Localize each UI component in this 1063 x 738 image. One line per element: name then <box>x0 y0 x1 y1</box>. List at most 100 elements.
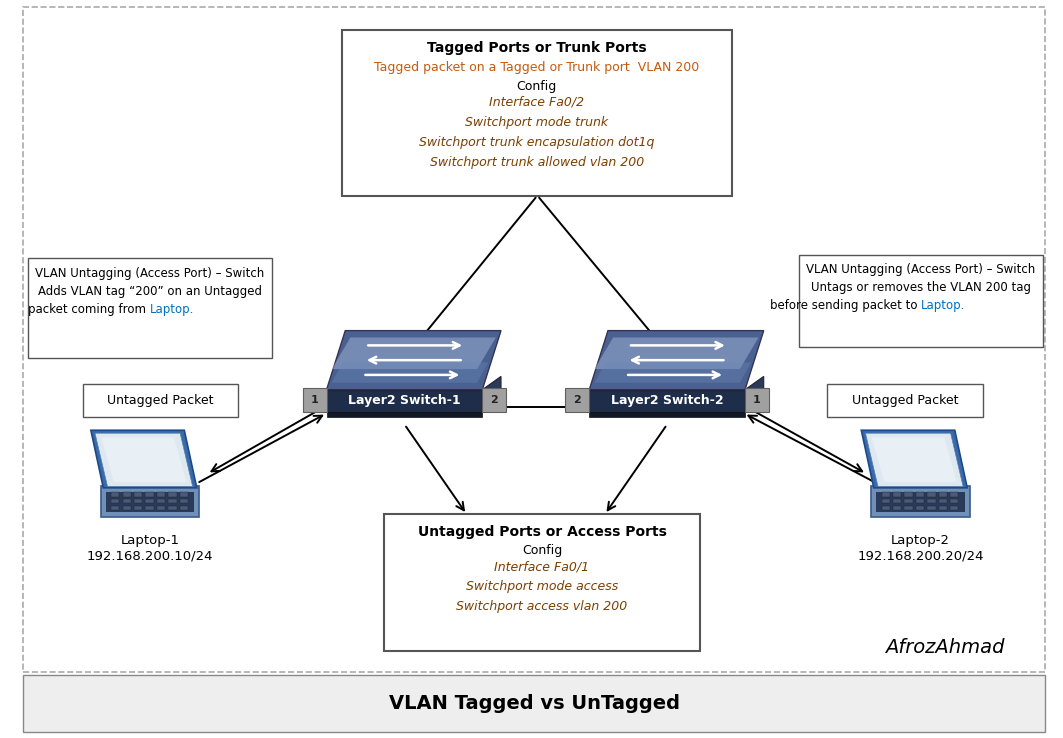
Polygon shape <box>872 438 957 482</box>
Text: Config: Config <box>517 80 557 93</box>
Text: 2: 2 <box>573 395 581 405</box>
Text: Adds VLAN tag “200” on an Untagged: Adds VLAN tag “200” on an Untagged <box>37 285 261 298</box>
FancyBboxPatch shape <box>157 506 165 510</box>
Text: 1: 1 <box>753 395 761 405</box>
FancyBboxPatch shape <box>950 492 959 497</box>
FancyBboxPatch shape <box>146 492 154 497</box>
FancyBboxPatch shape <box>905 492 913 497</box>
FancyBboxPatch shape <box>881 499 890 503</box>
FancyBboxPatch shape <box>342 30 731 196</box>
FancyBboxPatch shape <box>927 506 935 510</box>
Text: Tagged packet on a Tagged or Trunk port  VLAN 200: Tagged packet on a Tagged or Trunk port … <box>374 61 699 75</box>
Text: Layer2 Switch-1: Layer2 Switch-1 <box>349 394 460 407</box>
FancyBboxPatch shape <box>83 384 238 417</box>
FancyBboxPatch shape <box>916 492 924 497</box>
Text: Laptop.: Laptop. <box>150 303 193 316</box>
Text: Laptop.: Laptop. <box>921 299 965 312</box>
Text: Tagged Ports or Trunk Ports: Tagged Ports or Trunk Ports <box>427 41 646 55</box>
FancyBboxPatch shape <box>122 499 131 503</box>
Text: Laptop-2: Laptop-2 <box>891 534 950 547</box>
FancyBboxPatch shape <box>950 506 959 510</box>
FancyBboxPatch shape <box>101 486 200 517</box>
FancyBboxPatch shape <box>927 492 935 497</box>
Polygon shape <box>483 376 501 412</box>
FancyBboxPatch shape <box>589 390 745 412</box>
Text: Untags or removes the VLAN 200 tag: Untags or removes the VLAN 200 tag <box>811 281 1031 294</box>
Polygon shape <box>594 337 759 369</box>
FancyBboxPatch shape <box>180 499 188 503</box>
FancyBboxPatch shape <box>122 492 131 497</box>
FancyBboxPatch shape <box>589 412 745 417</box>
FancyBboxPatch shape <box>483 388 506 412</box>
Text: packet coming from: packet coming from <box>28 303 150 316</box>
FancyBboxPatch shape <box>745 388 769 412</box>
Text: Switchport trunk encapsulation dot1q: Switchport trunk encapsulation dot1q <box>419 136 655 149</box>
FancyBboxPatch shape <box>905 499 913 503</box>
FancyBboxPatch shape <box>893 499 901 503</box>
Polygon shape <box>332 337 495 369</box>
Text: Untagged Packet: Untagged Packet <box>851 394 958 407</box>
Text: 192.168.200.20/24: 192.168.200.20/24 <box>857 550 983 563</box>
FancyBboxPatch shape <box>146 506 154 510</box>
FancyBboxPatch shape <box>28 258 271 358</box>
Text: Switchport access vlan 200: Switchport access vlan 200 <box>456 600 627 613</box>
Text: 1: 1 <box>310 395 319 405</box>
FancyBboxPatch shape <box>905 506 913 510</box>
Text: Untagged Packet: Untagged Packet <box>107 394 214 407</box>
Polygon shape <box>101 438 186 482</box>
FancyBboxPatch shape <box>168 492 176 497</box>
FancyBboxPatch shape <box>303 388 326 412</box>
FancyBboxPatch shape <box>566 388 589 412</box>
FancyBboxPatch shape <box>827 384 983 417</box>
FancyBboxPatch shape <box>916 506 924 510</box>
FancyBboxPatch shape <box>180 492 188 497</box>
Text: VLAN Untagging (Access Port) – Switch: VLAN Untagging (Access Port) – Switch <box>807 263 1035 277</box>
FancyBboxPatch shape <box>106 492 195 512</box>
Text: Switchport mode trunk: Switchport mode trunk <box>466 116 608 129</box>
FancyBboxPatch shape <box>939 506 947 510</box>
FancyBboxPatch shape <box>916 499 924 503</box>
Polygon shape <box>332 362 488 383</box>
FancyBboxPatch shape <box>939 499 947 503</box>
FancyBboxPatch shape <box>876 492 964 512</box>
Polygon shape <box>95 433 192 486</box>
Polygon shape <box>861 430 967 488</box>
FancyBboxPatch shape <box>112 492 119 497</box>
Text: Interface Fa0/2: Interface Fa0/2 <box>489 96 585 109</box>
FancyBboxPatch shape <box>893 492 901 497</box>
Text: VLAN Untagging (Access Port) – Switch: VLAN Untagging (Access Port) – Switch <box>35 267 265 280</box>
Text: Switchport mode access: Switchport mode access <box>466 580 619 593</box>
FancyBboxPatch shape <box>23 675 1045 732</box>
Text: Interface Fa0/1: Interface Fa0/1 <box>494 560 590 573</box>
Text: before sending packet to: before sending packet to <box>770 299 921 312</box>
Text: AfrozAhmad: AfrozAhmad <box>884 638 1005 658</box>
FancyBboxPatch shape <box>122 506 131 510</box>
FancyBboxPatch shape <box>939 492 947 497</box>
Text: VLAN Tagged vs UnTagged: VLAN Tagged vs UnTagged <box>389 694 679 713</box>
Polygon shape <box>865 433 963 486</box>
FancyBboxPatch shape <box>950 499 959 503</box>
FancyBboxPatch shape <box>112 506 119 510</box>
FancyBboxPatch shape <box>134 492 142 497</box>
FancyBboxPatch shape <box>168 506 176 510</box>
FancyBboxPatch shape <box>146 499 154 503</box>
FancyBboxPatch shape <box>134 499 142 503</box>
Text: Config: Config <box>522 544 562 557</box>
FancyBboxPatch shape <box>168 499 176 503</box>
FancyBboxPatch shape <box>112 499 119 503</box>
Text: 192.168.200.10/24: 192.168.200.10/24 <box>87 550 214 563</box>
Polygon shape <box>745 376 763 412</box>
FancyBboxPatch shape <box>881 492 890 497</box>
Text: Untagged Ports or Access Ports: Untagged Ports or Access Ports <box>418 525 667 539</box>
FancyBboxPatch shape <box>157 499 165 503</box>
FancyBboxPatch shape <box>384 514 701 651</box>
Polygon shape <box>326 331 501 390</box>
FancyBboxPatch shape <box>927 499 935 503</box>
FancyBboxPatch shape <box>893 506 901 510</box>
Text: 2: 2 <box>490 395 499 405</box>
Polygon shape <box>589 331 763 390</box>
FancyBboxPatch shape <box>134 506 142 510</box>
FancyBboxPatch shape <box>872 486 969 517</box>
Text: Layer2 Switch-2: Layer2 Switch-2 <box>611 394 724 407</box>
Polygon shape <box>594 362 752 383</box>
